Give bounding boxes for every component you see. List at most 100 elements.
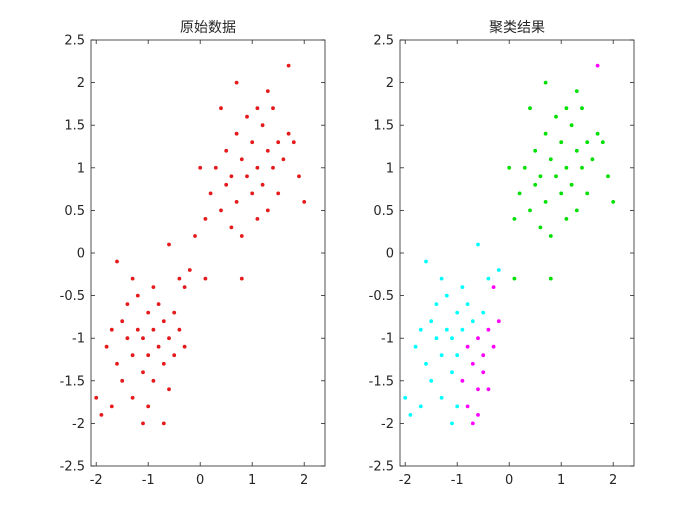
x-tick-label: 0 [505,473,513,488]
x-tick-label: 1 [248,473,256,488]
x-tick-label: 0 [196,473,204,488]
data-point [418,327,423,332]
data-point [564,106,569,111]
data-point [429,319,434,324]
data-point [291,140,296,145]
data-point [135,327,140,332]
data-point [260,123,265,128]
data-point [161,361,166,366]
series-2 [403,242,501,426]
x-tick-label: -2 [399,473,412,488]
data-point [470,319,475,324]
data-point [450,336,454,341]
data-point [234,131,239,136]
data-point [302,200,307,204]
data-point [585,140,590,145]
data-point [109,327,114,332]
data-point [455,310,460,315]
data-point [239,157,244,162]
data-point [569,182,574,187]
data-point [255,217,260,221]
data-point [151,327,156,332]
data-point [224,182,229,187]
y-tick-label: -0.5 [60,289,85,304]
subplot-2: 聚类结果 -2.5 -2 -1.5 -1 -0.5 0 0.5 1 1.5 2 2.5 -2 -1 0 1 2 [369,20,635,488]
data-point [271,106,275,111]
data-point [255,106,260,111]
data-point [611,200,616,204]
data-point [548,157,553,162]
data-point [130,353,135,358]
data-point [548,234,553,238]
data-point [239,234,244,238]
data-point [115,259,119,264]
data-point [496,319,501,324]
data-point [460,327,465,332]
series-3 [460,63,600,426]
y-tick-label: 0.5 [64,204,85,219]
data-point [408,413,413,417]
data-point [135,293,140,298]
y-tick-label: 1.5 [64,119,85,134]
data-point [203,276,208,281]
data-point [450,421,454,426]
data-point [548,276,553,281]
data-point [141,370,145,375]
y-tick-label: 1 [386,161,394,176]
y-tick-label: -2 [381,417,394,432]
data-point [533,148,538,153]
data-point [208,191,213,196]
data-point [439,353,444,358]
data-point [429,378,434,383]
data-point [439,276,444,281]
data-point [167,387,171,392]
data-point [146,404,151,409]
data-point [486,276,491,281]
data-point [224,148,229,153]
data-point [265,89,270,93]
data-point [424,259,428,264]
data-point [580,106,584,111]
data-point [543,131,548,136]
y-tick-label: 1 [77,161,85,176]
data-point [476,387,480,392]
data-point [403,395,408,400]
data-point [271,165,275,170]
data-point [239,276,244,281]
data-point [470,421,475,426]
data-point [564,165,569,170]
data-point [286,131,291,136]
x-tick-label: -1 [142,473,155,488]
data-point [104,344,109,349]
data-point [585,191,590,196]
data-point [533,182,538,187]
data-point [444,327,449,332]
data-point [219,106,223,111]
y-tick-label: 2.5 [373,34,394,49]
data-point [167,336,171,341]
data-point [203,217,208,221]
data-point [265,208,270,213]
data-point [177,276,182,281]
data-point [187,268,192,272]
data-point [595,63,600,68]
data-point [276,191,281,196]
data-point [125,336,130,341]
data-point [297,174,301,179]
data-point [455,353,460,358]
x-tick-label: -1 [451,473,464,488]
data-point [465,302,470,306]
data-point [481,310,486,315]
data-point [574,89,579,93]
data-point [115,361,119,366]
data-point [418,404,423,409]
x-tick-label: 2 [300,473,308,488]
data-point [172,353,177,358]
data-point [281,157,286,162]
data-point [543,200,548,204]
data-point [250,191,255,196]
data-point [439,395,444,400]
data-point [141,421,145,426]
data-point [177,327,182,332]
